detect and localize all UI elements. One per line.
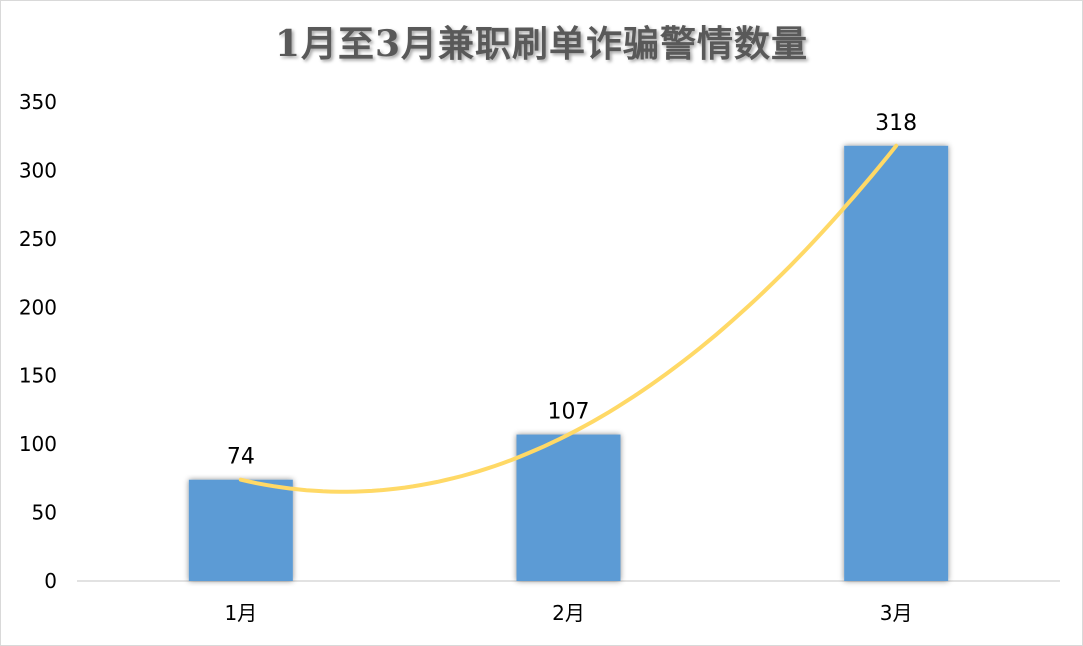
x-axis-ticks: 1月 2月 3月 <box>224 601 912 625</box>
y-tick-label: 100 <box>19 432 57 456</box>
y-tick-label: 300 <box>19 158 57 182</box>
data-label: 74 <box>227 445 255 470</box>
y-tick-label: 200 <box>19 295 57 319</box>
y-tick-label: 150 <box>19 364 57 388</box>
data-labels: 74 107 318 <box>227 111 917 470</box>
bar <box>516 434 621 581</box>
y-tick-label: 350 <box>19 90 57 114</box>
x-tick-label: 1月 <box>224 601 257 625</box>
y-tick-label: 50 <box>32 501 57 525</box>
x-tick-label: 2月 <box>552 601 585 625</box>
data-label: 107 <box>548 400 590 425</box>
trendline <box>238 143 899 494</box>
bar <box>188 479 293 581</box>
x-tick-label: 3月 <box>880 601 913 625</box>
y-tick-label: 250 <box>19 227 57 251</box>
data-label: 318 <box>875 111 917 136</box>
y-tick-label: 0 <box>44 569 57 593</box>
y-axis-ticks: 0 50 100 150 200 250 300 350 <box>19 90 57 593</box>
bars <box>188 145 949 581</box>
chart-title: 1月至3月兼职刷单诈骗警情数量 <box>274 23 809 65</box>
bar <box>844 145 949 581</box>
